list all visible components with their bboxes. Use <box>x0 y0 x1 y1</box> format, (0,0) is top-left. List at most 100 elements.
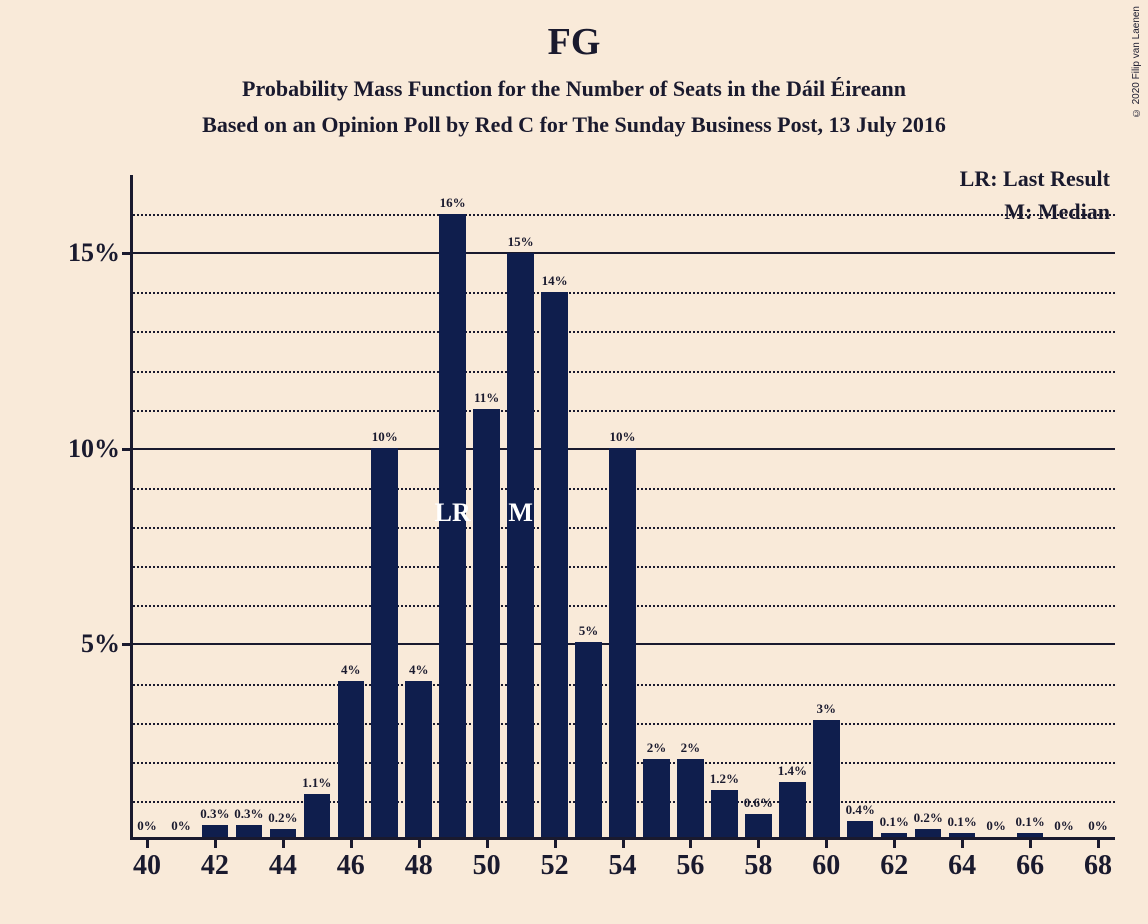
x-tick-mark <box>622 840 625 848</box>
y-tick-mark <box>122 448 130 451</box>
bar <box>745 814 771 837</box>
bar-annotation: LR <box>435 498 471 528</box>
bar-value-label: 0.6% <box>744 795 773 811</box>
x-tick-mark <box>689 840 692 848</box>
x-tick-mark <box>893 840 896 848</box>
bar <box>915 829 941 837</box>
bar-value-label: 14% <box>542 273 568 289</box>
x-tick-mark <box>350 840 353 848</box>
bar-value-label: 1.1% <box>302 775 331 791</box>
bar <box>643 759 669 837</box>
bar-value-label: 3% <box>817 701 837 717</box>
bar-value-label: 5% <box>579 623 599 639</box>
x-tick-mark <box>1029 840 1032 848</box>
bar-value-label: 2% <box>681 740 701 756</box>
y-tick-label: 10% <box>40 434 120 464</box>
x-tick-mark <box>961 840 964 848</box>
bar-value-label: 0.2% <box>268 810 297 826</box>
bar <box>609 448 635 837</box>
bar-value-label: 10% <box>610 429 636 445</box>
chart-container: © 2020 Filip van Laenen FG Probability M… <box>0 0 1148 924</box>
bar <box>473 409 499 837</box>
x-tick-label: 42 <box>201 850 229 882</box>
x-tick-label: 44 <box>269 850 297 882</box>
gridline-minor <box>130 331 1115 333</box>
x-tick-label: 52 <box>541 850 569 882</box>
y-tick-mark <box>122 252 130 255</box>
bar-value-label: 0.4% <box>846 802 875 818</box>
bar <box>677 759 703 837</box>
gridline-minor <box>130 410 1115 412</box>
bar <box>575 642 601 837</box>
bar <box>507 253 533 837</box>
bar-value-label: 1.4% <box>778 763 807 779</box>
gridline-major <box>130 252 1115 254</box>
bar-value-label: 0.1% <box>880 814 909 830</box>
bar-value-label: 0% <box>1054 818 1074 834</box>
bar <box>779 782 805 837</box>
y-tick-label: 15% <box>40 238 120 268</box>
x-tick-mark <box>146 840 149 848</box>
x-tick-mark <box>486 840 489 848</box>
plot-area: 5%10%15%4042444648505254565860626466680%… <box>130 175 1115 840</box>
gridline-minor <box>130 371 1115 373</box>
bar-value-label: 4% <box>409 662 429 678</box>
x-tick-mark <box>757 840 760 848</box>
bar-value-label: 0.3% <box>234 806 263 822</box>
bar-value-label: 0.1% <box>948 814 977 830</box>
bar <box>1017 833 1043 837</box>
x-tick-label: 56 <box>676 850 704 882</box>
copyright-text: © 2020 Filip van Laenen <box>1131 6 1142 118</box>
bar-value-label: 16% <box>440 195 466 211</box>
x-tick-label: 46 <box>337 850 365 882</box>
x-tick-mark <box>1097 840 1100 848</box>
bar <box>711 790 737 837</box>
bar <box>847 821 873 837</box>
title-block: FG Probability Mass Function for the Num… <box>0 0 1148 138</box>
x-tick-label: 50 <box>473 850 501 882</box>
bar <box>270 829 296 837</box>
x-tick-label: 64 <box>948 850 976 882</box>
bar <box>338 681 364 837</box>
bar-value-label: 0% <box>171 818 191 834</box>
bar <box>304 794 330 837</box>
bar-value-label: 0.2% <box>914 810 943 826</box>
x-tick-label: 60 <box>812 850 840 882</box>
bar <box>371 448 397 837</box>
bar-value-label: 10% <box>372 429 398 445</box>
chart-title: FG <box>0 20 1148 64</box>
bar <box>813 720 839 837</box>
x-tick-mark <box>554 840 557 848</box>
bar-value-label: 15% <box>508 234 534 250</box>
bar-value-label: 0.1% <box>1015 814 1044 830</box>
bar <box>236 825 262 837</box>
y-axis <box>130 175 133 840</box>
x-tick-label: 62 <box>880 850 908 882</box>
x-tick-label: 54 <box>609 850 637 882</box>
x-tick-label: 48 <box>405 850 433 882</box>
y-tick-label: 5% <box>40 629 120 659</box>
bar-annotation: M <box>508 498 533 528</box>
bar <box>541 292 567 837</box>
x-tick-mark <box>418 840 421 848</box>
bar-value-label: 1.2% <box>710 771 739 787</box>
bar-value-label: 0% <box>137 818 157 834</box>
x-tick-mark <box>825 840 828 848</box>
bar-value-label: 0% <box>1088 818 1108 834</box>
bar-value-label: 0.3% <box>200 806 229 822</box>
chart-subtitle-2: Based on an Opinion Poll by Red C for Th… <box>0 112 1148 138</box>
bar <box>202 825 228 837</box>
x-tick-mark <box>214 840 217 848</box>
y-tick-mark <box>122 643 130 646</box>
bar-value-label: 0% <box>986 818 1006 834</box>
x-tick-label: 66 <box>1016 850 1044 882</box>
x-tick-label: 68 <box>1084 850 1112 882</box>
bar-value-label: 11% <box>474 390 499 406</box>
x-tick-label: 58 <box>744 850 772 882</box>
bar-value-label: 4% <box>341 662 361 678</box>
gridline-minor <box>130 292 1115 294</box>
x-tick-mark <box>282 840 285 848</box>
x-tick-label: 40 <box>133 850 161 882</box>
gridline-minor <box>130 214 1115 216</box>
bar <box>405 681 431 837</box>
